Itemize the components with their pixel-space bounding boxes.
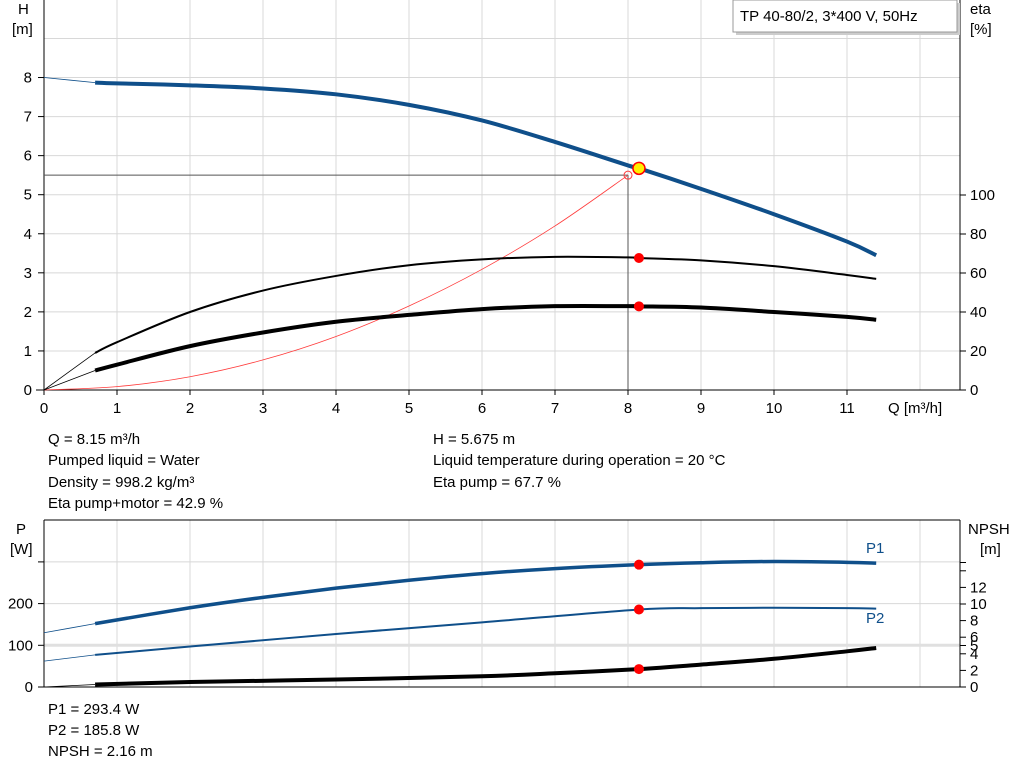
y-axis-label: [m] [12,21,33,38]
p1-series-label: P1 [866,540,884,557]
p-axis-label: [W] [10,541,33,558]
npsh-tick-label: 4 [970,646,978,663]
info-p2: P2 = 185.8 W [48,722,140,739]
y-tick-label: 6 [24,148,32,165]
npsh-curve-extrapolation [43,684,96,688]
y-right-tick-label: 20 [970,343,987,360]
x-axis-label: Q [m³/h] [888,400,942,417]
npsh-axis-label: NPSH [968,521,1010,538]
p1-curve [94,559,877,626]
y-tick-label: 0 [24,382,32,399]
p-tick-label: 100 [8,637,33,654]
x-tick-label: 0 [40,400,48,417]
p-tick-label: 200 [8,596,33,613]
x-tick-label: 10 [766,400,783,417]
p1-duty-marker [633,559,644,570]
p2-curve [95,606,877,656]
y-tick-label: 2 [24,304,32,321]
x-tick-label: 9 [697,400,705,417]
y-right-tick-label: 0 [970,382,978,399]
npsh-tick-label: 5 [970,638,978,655]
x-tick-label: 2 [186,400,194,417]
x-tick-label: 6 [478,400,486,417]
p-axis-label: P [16,521,26,538]
eta-pump-curve-extrapolation [43,352,96,391]
duty-point-marker [632,161,646,176]
npsh-tick-label: 12 [970,579,987,596]
npsh-tick-label: 8 [970,613,978,630]
eta-pump-motor-curve [94,303,877,373]
head-curve [95,80,878,258]
y-right-tick-label: 60 [970,265,987,282]
p2-curve-extrapolation [43,654,96,662]
info-eta-pump: Eta pump = 67.7 % [433,474,561,491]
p2-duty-marker [633,604,644,615]
info-density: Density = 998.2 kg/m³ [48,474,195,491]
eta-pump-duty-marker [633,252,644,263]
x-tick-label: 8 [624,400,632,417]
eta-pump-curve [94,255,877,354]
y-tick-label: 7 [24,109,32,126]
y-tick-label: 4 [24,226,32,243]
npsh-curve [95,646,877,687]
x-tick-label: 7 [551,400,559,417]
x-tick-label: 4 [332,400,340,417]
eta-pump-motor-curve-extrapolation [43,370,96,391]
p2-series-label: P2 [866,610,884,627]
y-right-tick-label: 80 [970,226,987,243]
p-tick-label: 0 [25,679,33,696]
x-tick-label: 5 [405,400,413,417]
npsh-tick-label: 2 [970,662,978,679]
info-flow: Q = 8.15 m³/h [48,431,141,448]
p1-curve-extrapolation [43,623,96,634]
title-box [732,0,958,33]
npsh-tick-label: 0 [970,679,978,696]
x-tick-label: 3 [259,400,267,417]
y-axis-label: H [18,1,29,18]
x-tick-label: 1 [113,400,121,417]
info-npsh: NPSH = 2.16 m [48,743,153,760]
x-tick-label: 11 [839,400,855,417]
head-curve-extrapolation [43,77,96,83]
info-liquid: Pumped liquid = Water [48,452,200,469]
info-eta-total: Eta pump+motor = 42.9 % [48,495,224,512]
y-right-tick-label: 100 [970,187,995,204]
title-text: TP 40-80/2, 3*400 V, 50Hz [740,8,918,25]
requested-point-marker [623,170,633,180]
npsh-tick-label: 10 [970,596,987,613]
npsh-axis-label: [m] [980,541,1001,558]
npsh-duty-marker [633,664,644,675]
y-tick-label: 5 [24,187,32,204]
y-tick-label: 3 [24,265,32,282]
y-right-axis-label: [%] [970,21,992,38]
system-curve [43,174,629,391]
y-tick-label: 1 [24,343,32,360]
y-right-axis-label: eta [970,1,992,18]
info-head: H = 5.675 m [433,431,516,448]
info-p1: P1 = 293.4 W [48,701,140,718]
y-right-tick-label: 40 [970,304,987,321]
info-temperature: Liquid temperature during operation = 20… [433,452,726,469]
y-tick-label: 8 [24,70,32,87]
eta-total-duty-marker [633,301,644,312]
npsh-tick-label: 6 [970,629,978,646]
